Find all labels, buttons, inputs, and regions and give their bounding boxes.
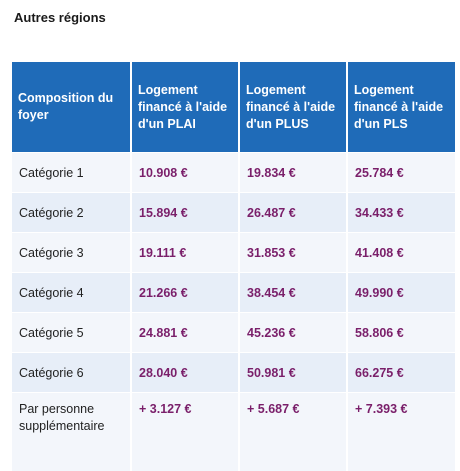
- header-plus: Logement financé à l'aide d'un PLUS: [239, 62, 347, 153]
- income-ceiling-table: Composition du foyer Logement financé à …: [12, 62, 455, 471]
- plai-value: 24.881 €: [131, 313, 239, 353]
- table-row: Catégorie 6 28.040 € 50.981 € 66.275 €: [12, 353, 455, 393]
- row-label: Catégorie 5: [12, 313, 131, 353]
- header-pls: Logement financé à l'aide d'un PLS: [347, 62, 455, 153]
- plai-value: 21.266 €: [131, 273, 239, 313]
- row-label: Catégorie 4: [12, 273, 131, 313]
- table-row: Par personne supplémentaire + 3.127 € + …: [12, 393, 455, 471]
- plus-value: 45.236 €: [239, 313, 347, 353]
- pls-value: 66.275 €: [347, 353, 455, 393]
- plus-value: + 5.687 €: [239, 393, 347, 471]
- pls-value: + 7.393 €: [347, 393, 455, 471]
- section-title: Autres régions: [14, 10, 106, 25]
- row-label: Catégorie 2: [12, 193, 131, 233]
- plus-value: 38.454 €: [239, 273, 347, 313]
- header-plai: Logement financé à l'aide d'un PLAI: [131, 62, 239, 153]
- table-row: Catégorie 1 10.908 € 19.834 € 25.784 €: [12, 153, 455, 193]
- pls-value: 58.806 €: [347, 313, 455, 353]
- row-label: Catégorie 1: [12, 153, 131, 193]
- pls-value: 25.784 €: [347, 153, 455, 193]
- plai-value: + 3.127 €: [131, 393, 239, 471]
- row-label: Par personne supplémentaire: [12, 393, 131, 471]
- pls-value: 34.433 €: [347, 193, 455, 233]
- plus-value: 19.834 €: [239, 153, 347, 193]
- plus-value: 31.853 €: [239, 233, 347, 273]
- plai-value: 19.111 €: [131, 233, 239, 273]
- row-label: Catégorie 3: [12, 233, 131, 273]
- table-row: Catégorie 5 24.881 € 45.236 € 58.806 €: [12, 313, 455, 353]
- plus-value: 26.487 €: [239, 193, 347, 233]
- row-label: Catégorie 6: [12, 353, 131, 393]
- plai-value: 15.894 €: [131, 193, 239, 233]
- plai-value: 10.908 €: [131, 153, 239, 193]
- plai-value: 28.040 €: [131, 353, 239, 393]
- header-composition: Composition du foyer: [12, 62, 131, 153]
- pls-value: 49.990 €: [347, 273, 455, 313]
- table-row: Catégorie 2 15.894 € 26.487 € 34.433 €: [12, 193, 455, 233]
- table-row: Catégorie 3 19.111 € 31.853 € 41.408 €: [12, 233, 455, 273]
- pls-value: 41.408 €: [347, 233, 455, 273]
- table-row: Catégorie 4 21.266 € 38.454 € 49.990 €: [12, 273, 455, 313]
- table-header-row: Composition du foyer Logement financé à …: [12, 62, 455, 153]
- plus-value: 50.981 €: [239, 353, 347, 393]
